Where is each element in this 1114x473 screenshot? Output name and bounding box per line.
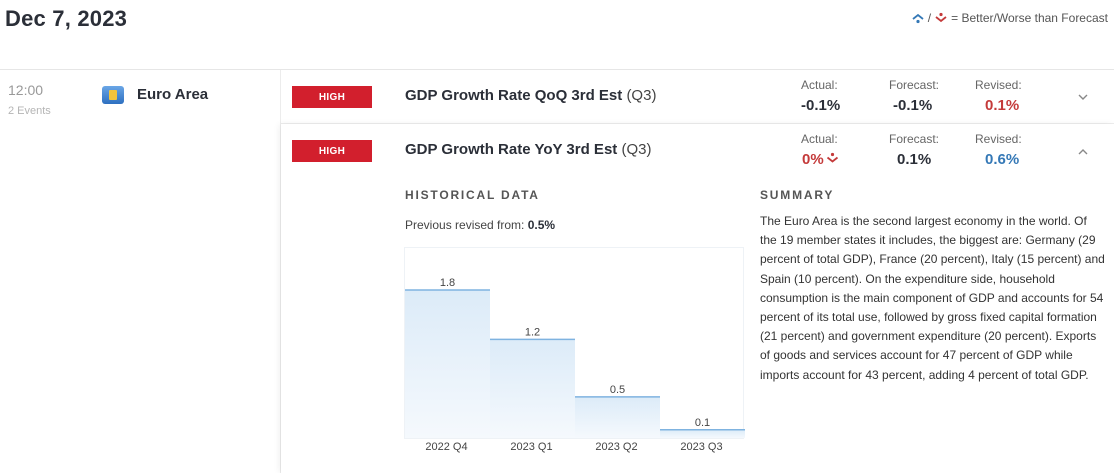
chart-data-label: 0.5 — [610, 384, 625, 396]
historical-bar-chart: 1.8 1.2 0.5 0.1 — [404, 247, 745, 439]
chart-bar — [490, 339, 575, 438]
event-title[interactable]: GDP Growth Rate QoQ 3rd Est (Q3) — [405, 87, 656, 104]
previous-revised-value: 0.5% — [527, 218, 556, 232]
forecast-label: Forecast: — [889, 132, 940, 146]
forecast-legend: / = Better/Worse than Forecast — [911, 11, 1108, 25]
forecast-label: Forecast: — [889, 78, 940, 92]
actual-value-wrap: 0% — [802, 151, 839, 168]
chart-x-axis: 2022 Q4 2023 Q1 2023 Q2 2023 Q3 — [404, 441, 744, 453]
revised-label: Revised: — [975, 132, 1022, 146]
actual-label: Actual: — [801, 132, 838, 146]
chart-bar — [405, 290, 490, 438]
event-title[interactable]: GDP Growth Rate YoY 3rd Est (Q3) — [405, 141, 651, 158]
summary-title: SUMMARY — [760, 188, 835, 202]
chart-x-tick-label: 2022 Q4 — [425, 441, 468, 453]
country-name[interactable]: Euro Area — [137, 86, 209, 103]
forecast-value: 0.1% — [897, 151, 932, 168]
event-name-text: GDP Growth Rate QoQ 3rd Est — [405, 87, 623, 104]
events-count: 2 Events — [8, 105, 51, 117]
page-title: Dec 7, 2023 — [5, 6, 128, 31]
actual-label: Actual: — [801, 78, 838, 92]
actual-value: -0.1% — [801, 97, 841, 114]
event-row-gdp-qoq[interactable]: HIGH GDP Growth Rate QoQ 3rd Est (Q3) Ac… — [281, 70, 1114, 124]
chart-data-label: 0.1 — [695, 417, 710, 429]
forecast-value: -0.1% — [893, 97, 933, 114]
importance-badge: HIGH — [292, 86, 372, 108]
previous-revised-text: Previous revised from: — [405, 218, 525, 232]
chart-bar — [575, 396, 660, 438]
chart-bar — [660, 429, 745, 438]
chevron-down-icon[interactable] — [1078, 90, 1088, 104]
better-than-forecast-icon — [911, 12, 925, 24]
event-name-text: GDP Growth Rate YoY 3rd Est — [405, 141, 618, 158]
importance-badge: HIGH — [292, 140, 372, 162]
revised-label: Revised: — [975, 78, 1022, 92]
worse-than-forecast-icon — [826, 151, 839, 168]
chart-data-label: 1.8 — [440, 277, 455, 289]
chart-x-tick-label: 2023 Q3 — [680, 441, 723, 453]
chevron-up-icon[interactable] — [1078, 144, 1088, 158]
event-period: (Q3) — [621, 141, 652, 158]
summary-text: The Euro Area is the second largest econ… — [760, 214, 1105, 382]
revised-value: 0.6% — [985, 151, 1020, 168]
previous-revised: Previous revised from: 0.5% — [405, 218, 555, 232]
legend-text: = Better/Worse than Forecast — [951, 11, 1108, 25]
event-time: 12:00 — [8, 82, 44, 98]
event-period: (Q3) — [626, 87, 657, 104]
column-divider — [280, 70, 281, 473]
header-divider — [0, 69, 1114, 70]
chart-x-tick-label: 2023 Q2 — [595, 441, 638, 453]
historical-data-title: HISTORICAL DATA — [405, 188, 540, 202]
actual-value: 0% — [802, 151, 824, 168]
chart-svg: 1.8 1.2 0.5 0.1 — [405, 277, 745, 438]
chart-data-label: 1.2 — [525, 326, 540, 338]
worse-than-forecast-icon — [934, 12, 948, 24]
legend-separator: / — [927, 11, 932, 25]
eu-flag-icon — [102, 86, 124, 104]
event-row-gdp-yoy[interactable]: HIGH GDP Growth Rate YoY 3rd Est (Q3) Ac… — [281, 124, 1114, 473]
chart-x-tick-label: 2023 Q1 — [510, 441, 553, 453]
revised-value: 0.1% — [985, 97, 1020, 114]
